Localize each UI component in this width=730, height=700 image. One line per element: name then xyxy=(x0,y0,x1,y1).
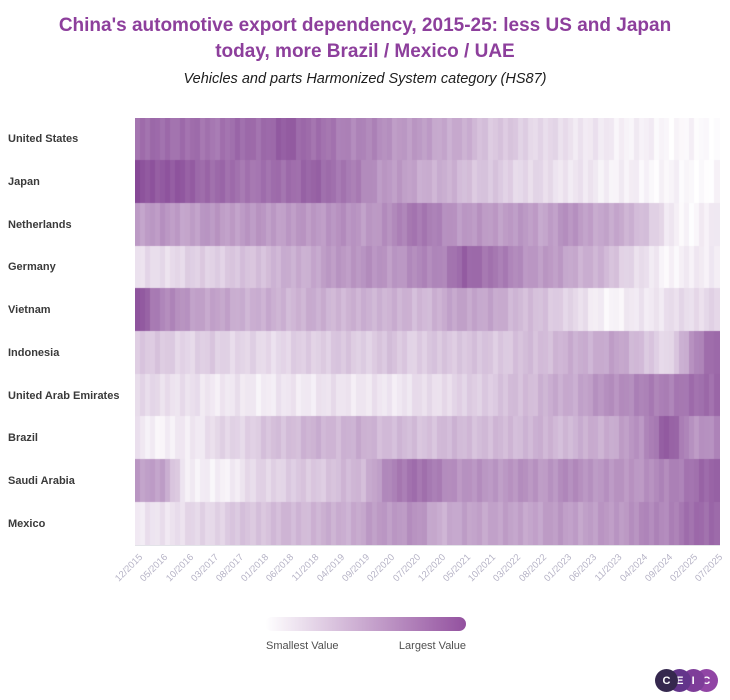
row-label-united-arab-emirates: United Arab Emirates xyxy=(8,389,120,402)
title-line-2: today, more Brazil / Mexico / UAE xyxy=(215,41,515,62)
row-label-mexico: Mexico xyxy=(8,517,46,530)
row-label-netherlands: Netherlands xyxy=(8,218,72,231)
title-line-1: China's automotive export dependency, 20… xyxy=(58,15,672,36)
row-label-japan: Japan xyxy=(8,176,40,189)
x-tick-label: 06/2018 xyxy=(264,552,297,585)
row-label-saudi-arabia: Saudi Arabia xyxy=(8,474,75,487)
row-label-brazil: Brazil xyxy=(8,432,38,445)
x-tick-label: 07/2020 xyxy=(390,552,423,585)
row-label-united-states: United States xyxy=(8,133,79,146)
row-label-germany: Germany xyxy=(8,261,56,274)
x-tick-label: 02/2020 xyxy=(365,552,398,585)
x-tick-label: 10/2016 xyxy=(163,552,196,585)
logo-circle-1: C xyxy=(655,669,678,692)
x-axis-line xyxy=(135,545,720,546)
chart-subtitle: Vehicles and parts Harmonized System cat… xyxy=(183,71,547,87)
x-tick-label: 08/2022 xyxy=(516,552,549,585)
legend-gradient-bar xyxy=(265,617,466,631)
row-label-indonesia: Indonesia xyxy=(8,346,60,359)
row-label-vietnam: Vietnam xyxy=(8,304,51,317)
x-tick-label: 05/2016 xyxy=(138,552,171,585)
legend-max-label: Largest Value xyxy=(398,640,466,652)
x-tick-label: 03/2022 xyxy=(491,552,524,585)
legend-min-label: Smallest Value xyxy=(266,640,339,652)
heatmap-canvas xyxy=(135,118,720,545)
page-title: China's automotive export dependency, 20… xyxy=(0,13,730,65)
